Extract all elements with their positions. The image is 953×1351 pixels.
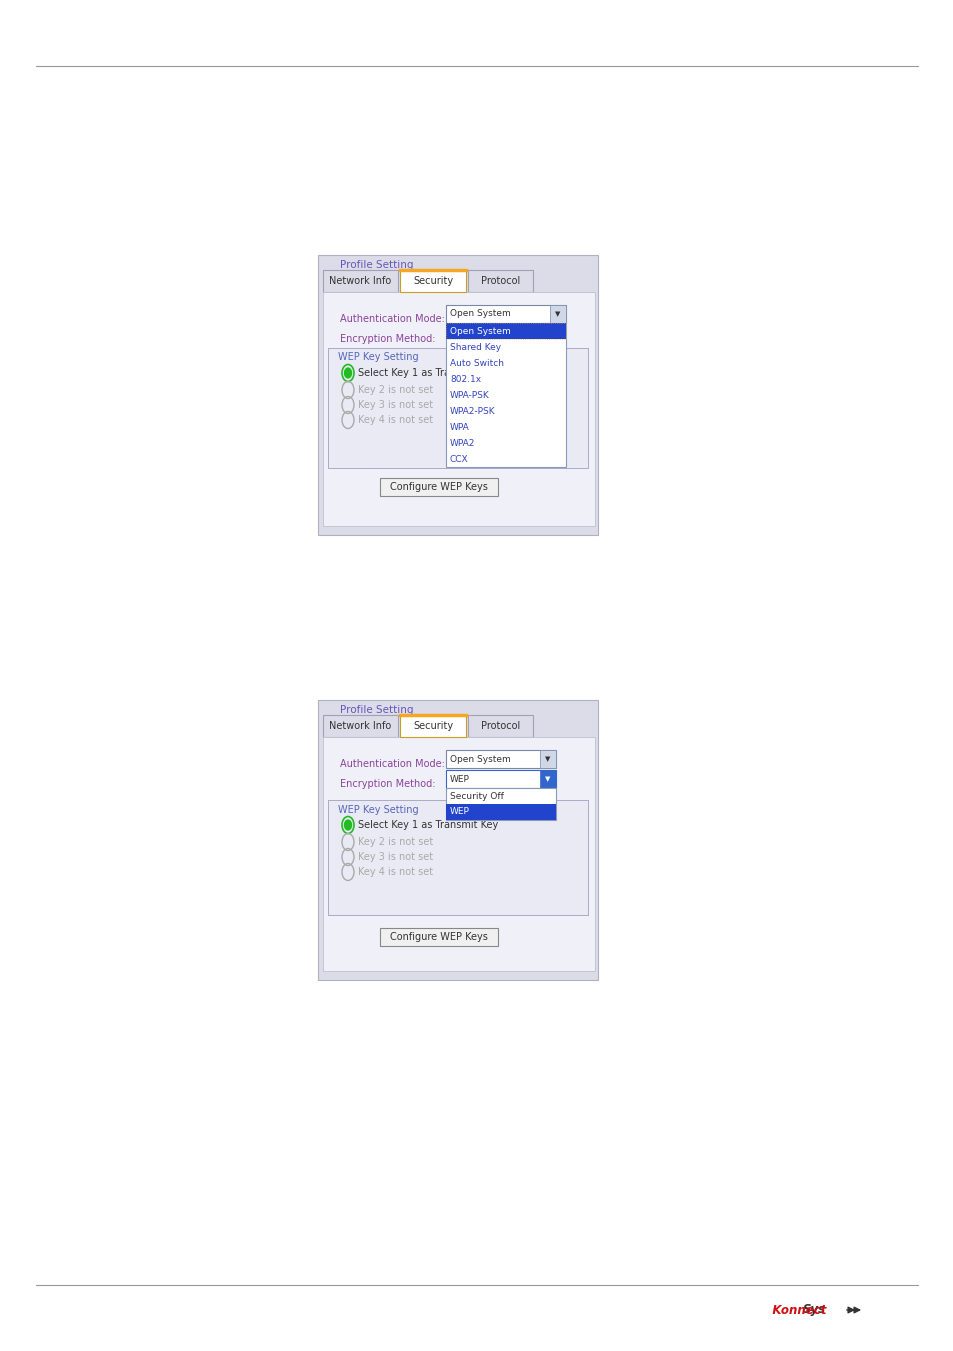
Text: Key 3 is not set: Key 3 is not set: [357, 400, 433, 409]
Text: Configure WEP Keys: Configure WEP Keys: [390, 482, 487, 492]
Text: Profile Setting: Profile Setting: [339, 705, 413, 715]
Text: WPA2: WPA2: [450, 439, 475, 447]
FancyBboxPatch shape: [379, 478, 497, 496]
Text: Network Info: Network Info: [329, 276, 392, 286]
FancyBboxPatch shape: [328, 800, 587, 915]
Text: WPA-PSK: WPA-PSK: [450, 390, 489, 400]
Circle shape: [344, 367, 351, 378]
Text: Security: Security: [413, 721, 453, 731]
Text: WEP Key Setting: WEP Key Setting: [337, 353, 418, 362]
Text: WPA: WPA: [450, 423, 469, 431]
Text: ▼: ▼: [545, 757, 550, 762]
Text: ▼: ▼: [545, 775, 550, 782]
Text: Authentication Mode:: Authentication Mode:: [339, 313, 444, 324]
FancyBboxPatch shape: [446, 770, 556, 788]
Text: Security Off: Security Off: [450, 792, 503, 801]
FancyBboxPatch shape: [446, 323, 565, 339]
FancyBboxPatch shape: [539, 750, 556, 767]
FancyBboxPatch shape: [379, 928, 497, 946]
Text: Encryption Method:: Encryption Method:: [339, 334, 435, 345]
Text: Open System: Open System: [450, 309, 510, 319]
Text: Select Key 1 as Transmit Key: Select Key 1 as Transmit Key: [357, 367, 497, 378]
FancyBboxPatch shape: [446, 788, 556, 820]
FancyBboxPatch shape: [468, 715, 533, 738]
Text: Open System: Open System: [450, 754, 510, 763]
FancyBboxPatch shape: [446, 750, 556, 767]
Text: WPA2-PSK: WPA2-PSK: [450, 407, 496, 416]
Text: Auto Switch: Auto Switch: [450, 358, 503, 367]
Text: Key 2 is not set: Key 2 is not set: [357, 838, 433, 847]
Text: Key 4 is not set: Key 4 is not set: [357, 415, 433, 426]
FancyBboxPatch shape: [446, 305, 565, 323]
FancyBboxPatch shape: [468, 270, 533, 292]
Text: Select Key 1 as Transmit Key: Select Key 1 as Transmit Key: [357, 820, 497, 830]
FancyBboxPatch shape: [446, 804, 556, 820]
Text: Key 3 is not set: Key 3 is not set: [357, 852, 433, 862]
FancyBboxPatch shape: [323, 715, 397, 738]
FancyBboxPatch shape: [328, 349, 587, 467]
FancyBboxPatch shape: [446, 323, 565, 467]
FancyBboxPatch shape: [539, 770, 556, 788]
Circle shape: [344, 820, 351, 830]
Text: 802.1x: 802.1x: [450, 374, 480, 384]
Text: Konnect: Konnect: [759, 1304, 825, 1316]
Text: Authentication Mode:: Authentication Mode:: [339, 759, 444, 769]
Text: Configure WEP Keys: Configure WEP Keys: [390, 932, 487, 942]
Text: Protocol: Protocol: [480, 721, 519, 731]
Text: Sys: Sys: [802, 1304, 825, 1316]
Text: Key 2 is not set: Key 2 is not set: [357, 385, 433, 394]
FancyBboxPatch shape: [550, 305, 565, 323]
Text: Encryption Method:: Encryption Method:: [339, 780, 435, 789]
Text: WEP: WEP: [450, 774, 470, 784]
FancyBboxPatch shape: [323, 738, 595, 971]
Text: ▼: ▼: [555, 311, 560, 317]
Text: CCX: CCX: [450, 454, 468, 463]
Text: Network Info: Network Info: [329, 721, 392, 731]
Text: Security: Security: [413, 276, 453, 286]
FancyBboxPatch shape: [399, 270, 465, 292]
Text: Protocol: Protocol: [480, 276, 519, 286]
Text: Profile Setting: Profile Setting: [339, 259, 413, 270]
Text: Shared Key: Shared Key: [450, 343, 500, 351]
FancyBboxPatch shape: [323, 270, 397, 292]
FancyBboxPatch shape: [317, 700, 598, 979]
Text: Open System: Open System: [450, 327, 510, 335]
FancyBboxPatch shape: [317, 255, 598, 535]
FancyBboxPatch shape: [323, 292, 595, 526]
FancyBboxPatch shape: [399, 715, 465, 738]
Text: WEP Key Setting: WEP Key Setting: [337, 805, 418, 815]
Text: Key 4 is not set: Key 4 is not set: [357, 867, 433, 877]
Text: WEP: WEP: [450, 808, 470, 816]
